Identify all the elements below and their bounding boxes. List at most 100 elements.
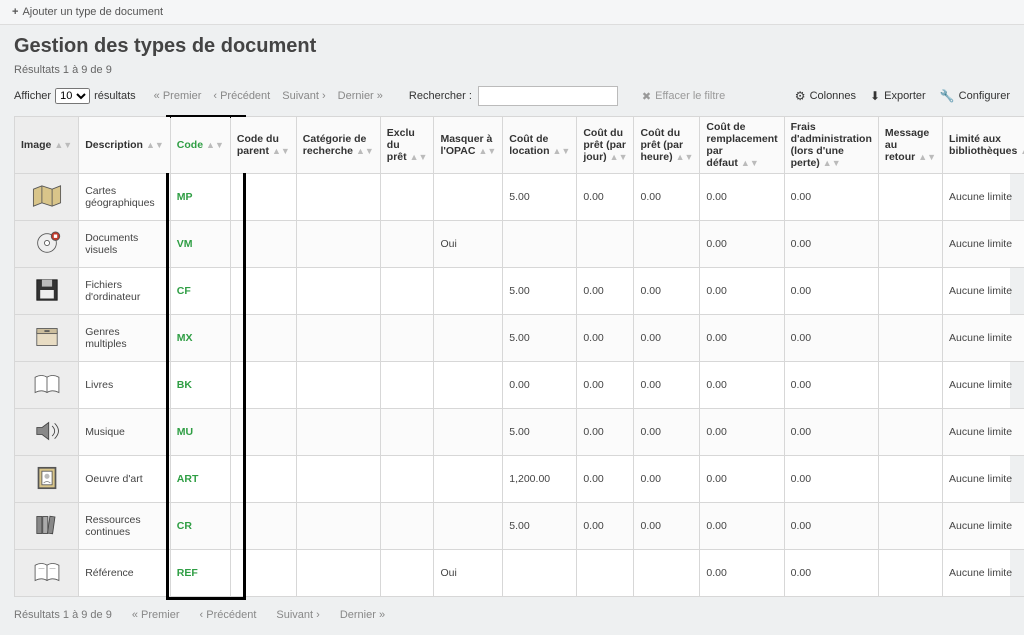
col-checkin-msg[interactable]: Message au retour▲▼ xyxy=(878,117,942,174)
cell-rental: 5.00 xyxy=(503,503,577,550)
cell-hide-opac xyxy=(434,268,503,315)
cell-daily: 0.00 xyxy=(577,315,634,362)
col-hide-opac[interactable]: Masquer à l'OPAC▲▼ xyxy=(434,117,503,174)
clear-filter-label: Effacer le filtre xyxy=(655,90,725,102)
col-parent-code[interactable]: Code du parent▲▼ xyxy=(230,117,296,174)
cell-library-limit: Aucune limite xyxy=(943,409,1024,456)
item-type-icon xyxy=(15,174,79,221)
cell-checkin-msg xyxy=(878,409,942,456)
search-input[interactable] xyxy=(478,86,618,106)
item-type-icon xyxy=(15,550,79,597)
cell-replacement: 0.00 xyxy=(700,221,784,268)
cell-daily: 0.00 xyxy=(577,409,634,456)
cell-library-limit: Aucune limite xyxy=(943,550,1024,597)
cell-search-category xyxy=(296,315,380,362)
cell-search-category xyxy=(296,456,380,503)
cell-daily xyxy=(577,221,634,268)
pager-first[interactable]: « Premier xyxy=(154,90,202,102)
cell-checkin-msg xyxy=(878,315,942,362)
cell-checkin-msg xyxy=(878,550,942,597)
col-not-for-loan[interactable]: Exclu du prêt▲▼ xyxy=(380,117,434,174)
cell-replacement: 0.00 xyxy=(700,315,784,362)
cell-processing: 0.00 xyxy=(784,503,878,550)
pager-prev[interactable]: ‹ Précédent xyxy=(213,90,270,102)
col-daily[interactable]: Coût du prêt (par jour)▲▼ xyxy=(577,117,634,174)
cell-daily: 0.00 xyxy=(577,456,634,503)
cell-processing: 0.00 xyxy=(784,362,878,409)
cell-code: VM xyxy=(170,221,230,268)
columns-button[interactable]: ⚙Colonnes xyxy=(795,89,856,103)
cell-hide-opac xyxy=(434,456,503,503)
col-hourly[interactable]: Coût du prêt (par heure)▲▼ xyxy=(634,117,700,174)
col-library-limit[interactable]: Limité aux bibliothèques▲▼ xyxy=(943,117,1024,174)
cell-description: Livres xyxy=(79,362,171,409)
col-search-category[interactable]: Catégorie de recherche▲▼ xyxy=(296,117,380,174)
cell-hide-opac xyxy=(434,315,503,362)
search-label: Rechercher : xyxy=(409,90,472,102)
col-code[interactable]: Code▲▼ xyxy=(170,117,230,174)
table-row: Cartes géographiquesMP5.000.000.000.000.… xyxy=(15,174,1024,221)
item-type-icon xyxy=(15,456,79,503)
cell-hide-opac xyxy=(434,362,503,409)
table-row: Fichiers d'ordinateurCF5.000.000.000.000… xyxy=(15,268,1024,315)
cell-processing: 0.00 xyxy=(784,221,878,268)
cell-description: Musique xyxy=(79,409,171,456)
cell-processing: 0.00 xyxy=(784,409,878,456)
col-processing[interactable]: Frais d'administration (lors d'une perte… xyxy=(784,117,878,174)
col-rental[interactable]: Coût de location▲▼ xyxy=(503,117,577,174)
cell-description: Fichiers d'ordinateur xyxy=(79,268,171,315)
col-image[interactable]: Image▲▼ xyxy=(15,117,79,174)
item-type-icon xyxy=(15,503,79,550)
pager-next[interactable]: Suivant › xyxy=(282,90,325,102)
cell-hourly: 0.00 xyxy=(634,503,700,550)
export-button[interactable]: ⬇Exporter xyxy=(870,89,926,103)
col-description[interactable]: Description▲▼ xyxy=(79,117,171,174)
cell-replacement: 0.00 xyxy=(700,174,784,221)
cell-parent-code xyxy=(230,268,296,315)
cell-code: CR xyxy=(170,503,230,550)
cell-checkin-msg xyxy=(878,174,942,221)
clear-filter[interactable]: ✖ Effacer le filtre xyxy=(642,90,725,103)
cell-not-for-loan xyxy=(380,362,434,409)
pager-first-bottom[interactable]: « Premier xyxy=(132,609,180,621)
table-row: MusiqueMU5.000.000.000.000.00Aucune limi… xyxy=(15,409,1024,456)
cell-hourly xyxy=(634,550,700,597)
cell-processing: 0.00 xyxy=(784,268,878,315)
cell-not-for-loan xyxy=(380,503,434,550)
cell-hourly: 0.00 xyxy=(634,315,700,362)
cell-replacement: 0.00 xyxy=(700,550,784,597)
cell-not-for-loan xyxy=(380,456,434,503)
cell-description: Cartes géographiques xyxy=(79,174,171,221)
cell-hourly: 0.00 xyxy=(634,456,700,503)
pager-last[interactable]: Dernier » xyxy=(338,90,383,102)
cell-parent-code xyxy=(230,456,296,503)
item-type-icon xyxy=(15,221,79,268)
doc-types-table: Image▲▼ Description▲▼ Code▲▼ Code du par… xyxy=(14,116,1024,597)
pager-next-bottom[interactable]: Suivant › xyxy=(276,609,319,621)
add-doc-type-link[interactable]: + Ajouter un type de document xyxy=(12,6,163,18)
table-row: Documents visuelsVMOui0.000.00Aucune lim… xyxy=(15,221,1024,268)
cell-not-for-loan xyxy=(380,409,434,456)
configure-button[interactable]: 🔧Configurer xyxy=(940,89,1010,103)
cell-hide-opac xyxy=(434,503,503,550)
wrench-icon: 🔧 xyxy=(940,89,955,103)
cell-parent-code xyxy=(230,550,296,597)
cell-not-for-loan xyxy=(380,268,434,315)
cell-rental: 5.00 xyxy=(503,409,577,456)
show-label-after: résultats xyxy=(94,90,136,102)
cell-hide-opac xyxy=(434,174,503,221)
gear-icon: ⚙ xyxy=(795,89,806,103)
page-size-select[interactable]: 10 xyxy=(55,88,90,104)
pager-last-bottom[interactable]: Dernier » xyxy=(340,609,385,621)
cell-hide-opac: Oui xyxy=(434,221,503,268)
cell-library-limit: Aucune limite xyxy=(943,456,1024,503)
table-row: Oeuvre d'artART1,200.000.000.000.000.00A… xyxy=(15,456,1024,503)
cell-parent-code xyxy=(230,221,296,268)
cell-search-category xyxy=(296,409,380,456)
cell-daily: 0.00 xyxy=(577,174,634,221)
cell-rental: 0.00 xyxy=(503,362,577,409)
col-replacement[interactable]: Coût de remplacement par défaut▲▼ xyxy=(700,117,784,174)
pager-prev-bottom[interactable]: ‹ Précédent xyxy=(200,609,257,621)
cell-processing: 0.00 xyxy=(784,456,878,503)
results-summary-bottom: Résultats 1 à 9 de 9 xyxy=(14,609,112,621)
